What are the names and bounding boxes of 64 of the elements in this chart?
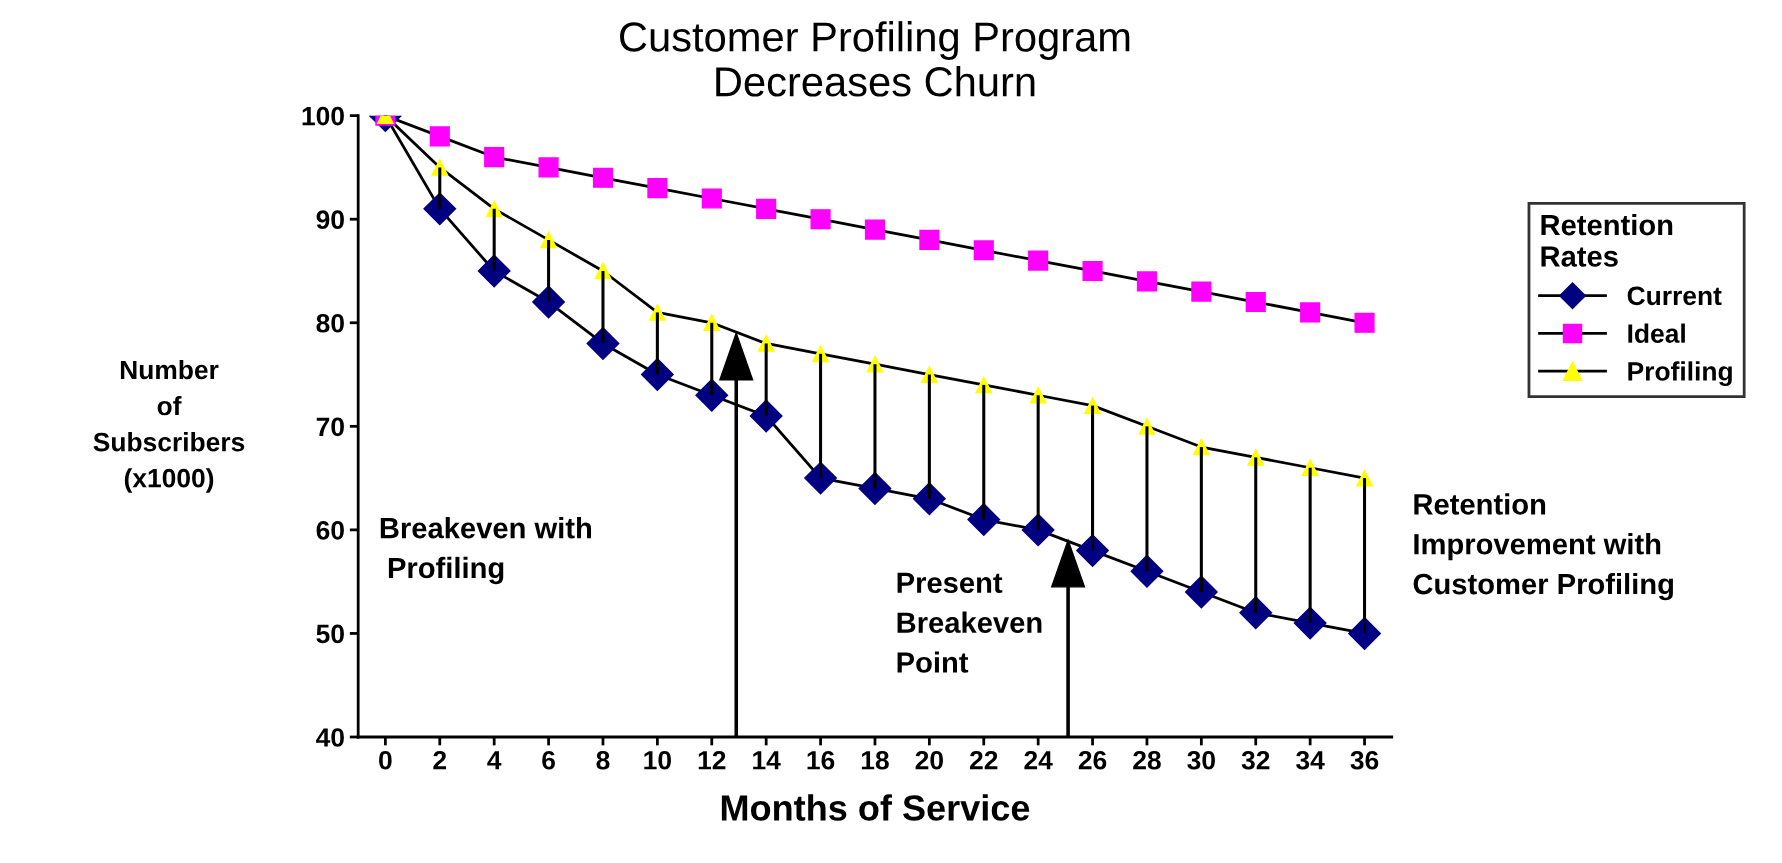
point [538,157,559,178]
point [1354,312,1375,333]
point [864,219,886,240]
y-tick-label: 100 [302,106,344,126]
x-tick-label: 20 [915,750,943,770]
point [810,209,831,230]
x-tick-label: 32 [1241,750,1270,770]
point [858,472,892,505]
x-tick-label: 30 [1187,750,1215,770]
x-tick-label: 18 [861,750,889,770]
point [1239,596,1273,630]
point [647,178,668,199]
x-axis-title: Months of Service [721,794,1030,821]
point [804,461,837,495]
x-tick-label: 22 [970,750,998,770]
x-tick-label: 16 [807,750,835,770]
x-tick-label: 28 [1133,750,1161,770]
chart-title: Customer Profiling Program Decreases Churn [620,21,1130,97]
y-axis-title: Number of Subscribers (x1000) [93,359,245,493]
y-tick-label: 40 [316,728,344,747]
x-tick-label: 4 [487,751,502,770]
point [919,229,940,250]
x-tick-label: 2 [433,750,447,770]
x-tick-label: 36 [1350,750,1379,770]
point [1300,302,1321,323]
x-tick-label: 6 [542,750,555,770]
point [973,240,994,261]
x-tick-label: 24 [1024,750,1053,770]
point [532,285,565,319]
x-tick-label: 26 [1078,750,1107,770]
x-tick-label: 8 [596,750,610,770]
point [1184,575,1218,609]
point [1136,271,1158,292]
legend-label: Profiling [1628,361,1732,387]
x-tick-label: 34 [1296,750,1325,770]
point [423,192,457,226]
point [1028,250,1049,271]
legend-title: Retention Rates [1541,213,1673,267]
x-tick-label: 14 [753,751,781,770]
y-tick-label: 70 [316,417,344,437]
legend-label: Ideal [1628,323,1685,343]
point [1245,291,1266,313]
point [1130,554,1164,588]
point [592,167,614,188]
point [1191,281,1212,302]
y-tick-label: 90 [316,210,344,230]
point [484,146,505,168]
text: Retention Improvement with Customer Profiling [1413,493,1673,601]
point [695,378,729,412]
point [1082,260,1103,282]
point [701,188,722,209]
point [429,126,450,147]
point [1348,617,1381,650]
point [756,198,777,219]
legend-label: Current [1627,286,1722,306]
y-tick-label: 50 [316,624,344,644]
y-tick-label: 60 [316,521,344,540]
annotation: Present Breakeven Point [897,572,1042,673]
annotation: Breakeven with Profiling [380,517,592,585]
x-tick-label: 10 [644,750,671,770]
x-tick-label: 0 [379,750,392,770]
point [912,482,946,516]
y-tick-label: 80 [316,313,344,333]
x-tick-label: 12 [698,750,726,770]
